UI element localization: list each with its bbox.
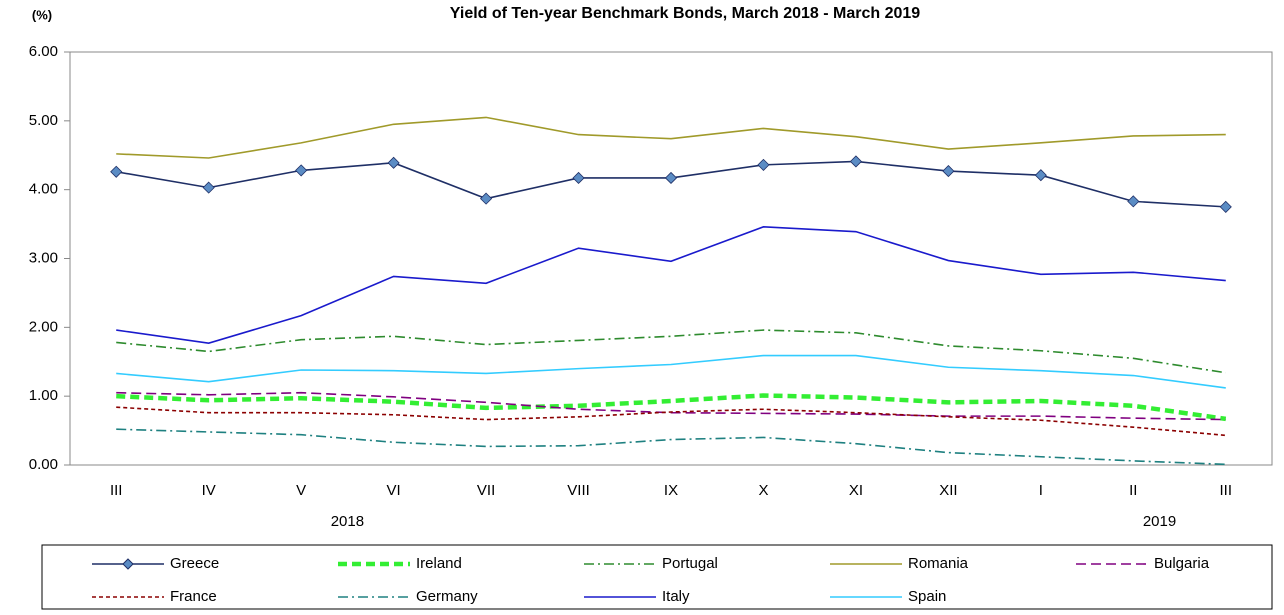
series-line xyxy=(116,354,1226,389)
x-tick-label: XII xyxy=(939,482,957,499)
x-tick-label: III xyxy=(1220,482,1233,499)
marker xyxy=(849,155,862,168)
series-line xyxy=(116,329,1226,374)
legend-label: Ireland xyxy=(416,555,462,572)
y-tick-label: 1.00 xyxy=(29,387,58,404)
marker xyxy=(664,171,678,185)
x-tick-label: III xyxy=(110,482,123,499)
series-line xyxy=(116,226,1226,344)
legend-label: Romania xyxy=(908,555,969,572)
series-line xyxy=(116,428,1226,466)
x-tick-label: I xyxy=(1039,482,1043,499)
y-tick-label: 5.00 xyxy=(29,112,58,129)
x-tick-label: V xyxy=(296,482,306,499)
marker xyxy=(387,156,400,169)
legend-marker xyxy=(122,558,134,570)
x-tick-label: VII xyxy=(477,482,495,499)
series-line xyxy=(116,391,1226,421)
marker xyxy=(942,165,955,178)
y-tick-label: 6.00 xyxy=(29,43,58,60)
marker xyxy=(110,165,123,178)
year-label: 2019 xyxy=(1143,513,1176,530)
plot-area xyxy=(69,51,1273,466)
legend-label: Germany xyxy=(416,588,478,605)
y-axis-label: (%) xyxy=(32,7,52,22)
marker xyxy=(480,192,493,205)
legend-label: Spain xyxy=(908,588,946,605)
year-label: 2018 xyxy=(331,513,364,530)
x-tick-label: VI xyxy=(387,482,401,499)
legend-box xyxy=(41,544,1273,610)
x-tick-label: IV xyxy=(202,482,216,499)
x-tick-label: VIII xyxy=(567,482,590,499)
marker xyxy=(202,181,215,194)
legend-label: Bulgaria xyxy=(1154,555,1210,572)
y-tick-label: 0.00 xyxy=(29,456,58,473)
legend-label: France xyxy=(170,588,217,605)
x-tick-label: II xyxy=(1129,482,1137,499)
marker xyxy=(1127,195,1140,208)
series-line xyxy=(116,160,1226,208)
y-tick-label: 4.00 xyxy=(29,181,58,198)
marker xyxy=(1219,200,1232,213)
y-tick-label: 3.00 xyxy=(29,249,58,266)
series-line xyxy=(116,393,1227,422)
marker xyxy=(295,164,308,177)
x-tick-label: XI xyxy=(849,482,863,499)
marker xyxy=(572,171,585,185)
series-line xyxy=(116,116,1226,159)
marker xyxy=(757,158,770,171)
x-tick-label: X xyxy=(758,482,768,499)
y-tick-label: 2.00 xyxy=(29,318,58,335)
legend-label: Greece xyxy=(170,555,219,572)
series-line xyxy=(116,406,1226,437)
legend-label: Italy xyxy=(662,588,690,605)
legend-label: Portugal xyxy=(662,555,718,572)
chart-title: Yield of Ten-year Benchmark Bonds, March… xyxy=(450,5,920,22)
marker xyxy=(1034,169,1047,182)
x-tick-label: IX xyxy=(664,482,678,499)
